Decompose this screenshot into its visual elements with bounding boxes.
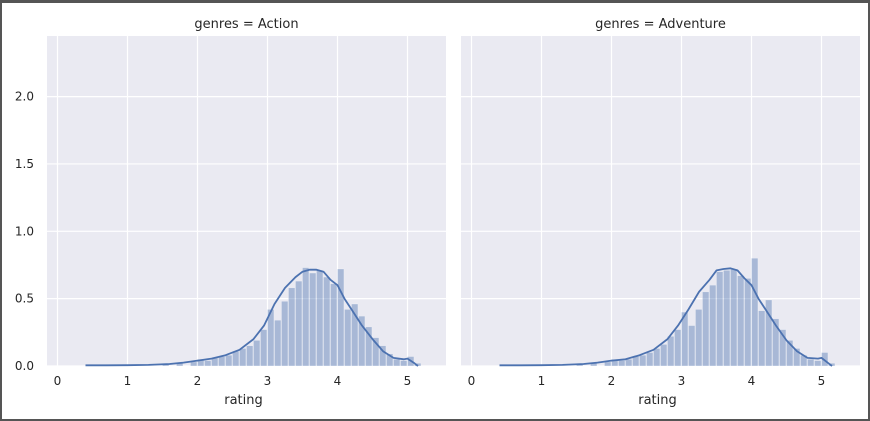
x-axis-label: rating <box>638 393 677 408</box>
kde-line <box>85 268 419 367</box>
histogram-bar <box>772 318 780 367</box>
histogram-bar <box>744 278 752 367</box>
x-tick-labels: 0 1 2 3 4 5 <box>54 374 412 388</box>
histogram-bar <box>709 284 717 367</box>
histogram-bar <box>758 310 766 367</box>
histogram-bar <box>316 270 324 367</box>
x-axis-label: rating <box>224 393 263 408</box>
histogram-bar <box>358 315 366 367</box>
histogram-bar <box>611 359 619 367</box>
histogram-bar <box>632 356 640 367</box>
facet-adventure: genres = Adventure 0 1 2 3 4 5 rating <box>461 17 860 408</box>
histogram-bar <box>337 268 345 367</box>
histogram-bar <box>807 359 815 367</box>
histogram-bar <box>260 329 268 367</box>
x-tick-label: 5 <box>818 374 826 388</box>
x-tick-label: 4 <box>748 374 756 388</box>
x-tick-label: 2 <box>194 374 202 388</box>
y-tick-label: 0.5 <box>15 292 34 306</box>
histogram-bar <box>681 311 689 367</box>
histogram-bar <box>779 329 787 367</box>
histogram-bar <box>814 360 822 367</box>
histogram-bar <box>218 356 226 367</box>
x-tick-label: 1 <box>538 374 546 388</box>
histogram-bar <box>232 350 240 367</box>
histogram-bar <box>351 303 359 367</box>
histogram-bar <box>288 287 296 367</box>
histogram-bar <box>204 360 212 367</box>
y-tick-label: 1.5 <box>15 157 34 171</box>
histogram-bar <box>323 276 331 367</box>
histogram-bar <box>723 270 731 367</box>
facet-title: genres = Adventure <box>595 17 726 32</box>
histogram-bar <box>660 344 668 367</box>
histogram-bar <box>365 326 373 367</box>
x-tick-label: 1 <box>124 374 132 388</box>
histogram-bar <box>267 309 275 367</box>
histogram-bar <box>253 340 261 367</box>
histogram-bar <box>695 309 703 367</box>
x-tick-label: 4 <box>334 374 342 388</box>
kde-line <box>499 267 833 367</box>
x-tick-label: 0 <box>54 374 62 388</box>
plot-background <box>47 36 446 366</box>
x-tick-labels: 0 1 2 3 4 5 <box>468 374 826 388</box>
histogram-bar <box>765 299 773 367</box>
histogram-bar <box>393 359 401 367</box>
histogram-bar <box>309 272 317 367</box>
facet-action: genres = Action 0 1 2 3 4 5 0.0 0.5 1.0 1.5 2.0 r… <box>15 17 446 408</box>
histogram-bar <box>793 348 801 367</box>
x-tick-label: 5 <box>404 374 412 388</box>
histogram-bar <box>281 301 289 367</box>
plot-background <box>461 36 860 366</box>
x-tick-label: 3 <box>678 374 686 388</box>
histogram-bars <box>506 258 836 367</box>
histogram-bar <box>786 340 794 367</box>
histogram-bar <box>302 267 310 367</box>
x-tick-label: 2 <box>608 374 616 388</box>
histogram-bar <box>604 361 612 367</box>
histogram-bar <box>225 355 233 367</box>
histogram-bar <box>379 345 387 367</box>
histogram-bar <box>239 348 247 367</box>
histogram-bar <box>246 345 254 367</box>
histogram-bar <box>625 359 633 367</box>
histogram-bar <box>730 268 738 367</box>
histogram-bar <box>653 348 661 367</box>
histogram-bar <box>618 360 626 367</box>
histogram-bar <box>751 258 759 367</box>
histogram-bar <box>737 275 745 367</box>
histogram-bar <box>667 336 675 367</box>
histogram-bar <box>646 352 654 367</box>
histogram-bar <box>639 355 647 367</box>
histogram-bar <box>400 360 408 367</box>
facet-title: genres = Action <box>194 17 298 32</box>
histogram-bar <box>344 309 352 367</box>
histogram-bar <box>674 329 682 367</box>
x-tick-label: 3 <box>264 374 272 388</box>
y-tick-label: 2.0 <box>15 90 34 104</box>
histogram-bar <box>688 325 696 367</box>
histogram-bar <box>716 271 724 367</box>
x-tick-label: 0 <box>468 374 476 388</box>
y-tick-labels: 0.0 0.5 1.0 1.5 2.0 <box>15 90 34 373</box>
histogram-bar <box>190 361 198 367</box>
histogram-bar <box>274 320 282 367</box>
histogram-bar <box>702 291 710 367</box>
y-tick-label: 0.0 <box>15 359 34 373</box>
histogram-bar <box>372 337 380 367</box>
histogram-bar <box>386 353 394 367</box>
histogram-bar <box>330 283 338 367</box>
y-tick-label: 1.0 <box>15 224 34 238</box>
histogram-bar <box>295 280 303 367</box>
